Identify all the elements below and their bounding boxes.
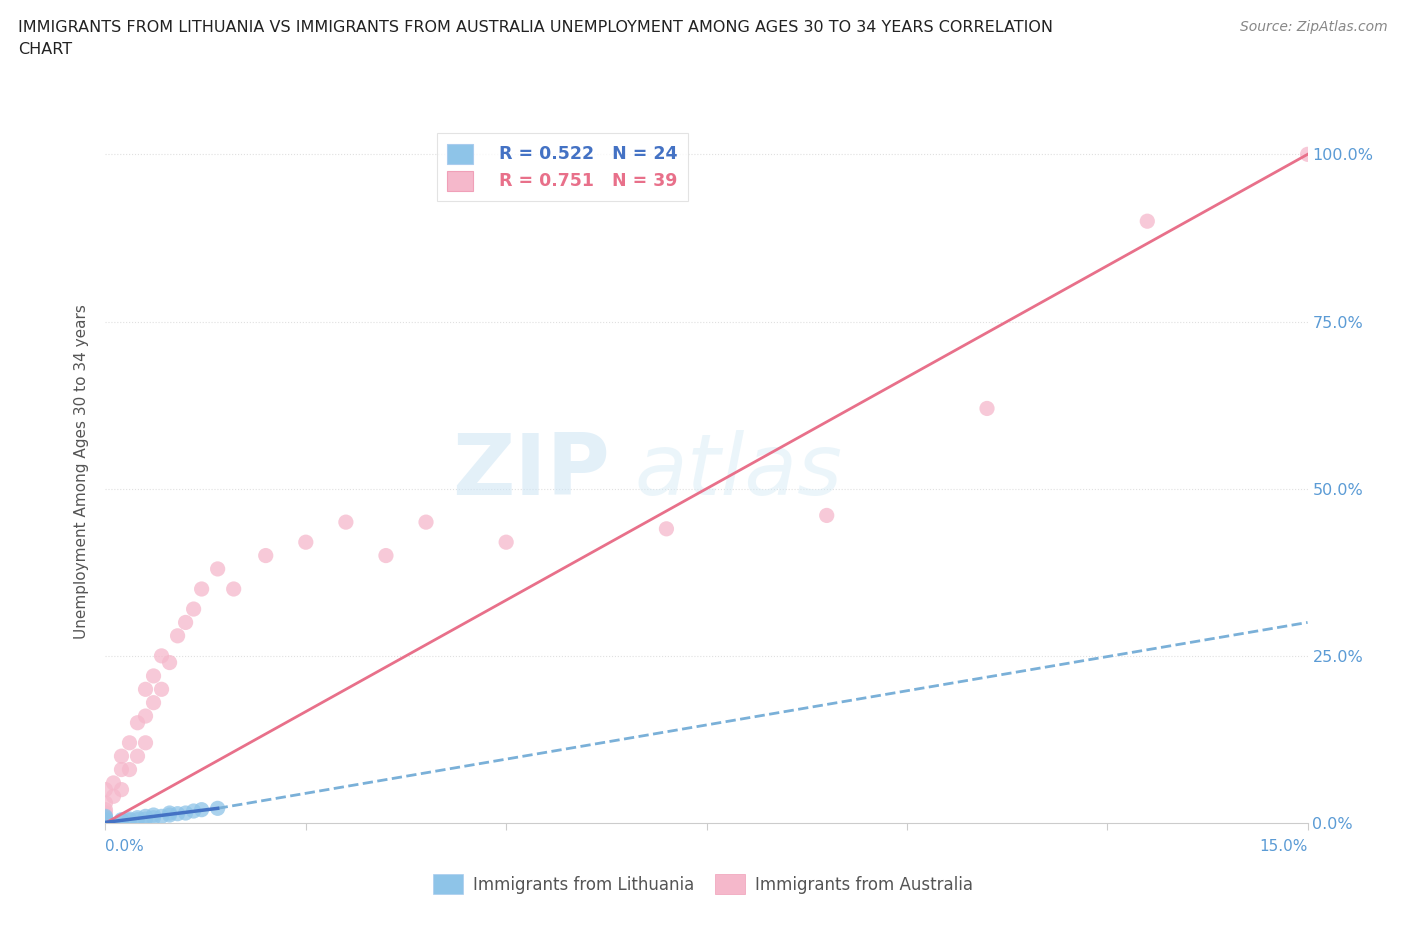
Legend: Immigrants from Lithuania, Immigrants from Australia: Immigrants from Lithuania, Immigrants fr… bbox=[426, 868, 980, 900]
Point bbox=[159, 807, 181, 822]
Point bbox=[94, 810, 117, 825]
Point bbox=[159, 805, 181, 820]
Point bbox=[135, 736, 157, 751]
Point bbox=[374, 548, 398, 563]
Text: atlas: atlas bbox=[634, 431, 842, 513]
Point bbox=[118, 813, 141, 828]
Point bbox=[135, 709, 157, 724]
Point bbox=[135, 809, 157, 824]
Point bbox=[118, 736, 141, 751]
Point bbox=[174, 805, 197, 820]
Point bbox=[94, 782, 117, 797]
Text: 15.0%: 15.0% bbox=[1260, 839, 1308, 854]
Point bbox=[207, 562, 229, 577]
Point bbox=[103, 789, 125, 804]
Point bbox=[94, 812, 117, 827]
Text: IMMIGRANTS FROM LITHUANIA VS IMMIGRANTS FROM AUSTRALIA UNEMPLOYMENT AMONG AGES 3: IMMIGRANTS FROM LITHUANIA VS IMMIGRANTS … bbox=[18, 20, 1053, 35]
Point bbox=[110, 749, 132, 764]
Point bbox=[94, 803, 117, 817]
Point bbox=[118, 762, 141, 777]
Point bbox=[135, 682, 157, 697]
Point bbox=[118, 812, 141, 827]
Point bbox=[183, 602, 205, 617]
Point bbox=[94, 805, 117, 820]
Point bbox=[222, 581, 245, 596]
Point bbox=[127, 810, 149, 825]
Text: 0.0%: 0.0% bbox=[105, 839, 145, 854]
Point bbox=[142, 696, 165, 711]
Point bbox=[110, 782, 132, 797]
Point bbox=[150, 809, 173, 824]
Point bbox=[254, 548, 277, 563]
Point bbox=[495, 535, 517, 550]
Point bbox=[94, 795, 117, 810]
Text: Source: ZipAtlas.com: Source: ZipAtlas.com bbox=[1240, 20, 1388, 34]
Point bbox=[110, 812, 132, 827]
Point bbox=[127, 749, 149, 764]
Point bbox=[127, 812, 149, 827]
Point bbox=[94, 816, 117, 830]
Point bbox=[976, 401, 998, 416]
Point bbox=[110, 762, 132, 777]
Legend:   R = 0.522   N = 24,   R = 0.751   N = 39: R = 0.522 N = 24, R = 0.751 N = 39 bbox=[437, 133, 688, 201]
Text: ZIP: ZIP bbox=[453, 431, 610, 513]
Point bbox=[103, 776, 125, 790]
Point bbox=[655, 522, 678, 537]
Point bbox=[142, 810, 165, 825]
Point bbox=[335, 514, 357, 529]
Point bbox=[135, 812, 157, 827]
Point bbox=[142, 807, 165, 822]
Point bbox=[94, 815, 117, 830]
Point bbox=[1296, 147, 1319, 162]
Point bbox=[150, 682, 173, 697]
Point bbox=[415, 514, 437, 529]
Point bbox=[815, 508, 838, 523]
Point bbox=[183, 804, 205, 818]
Point bbox=[94, 814, 117, 829]
Y-axis label: Unemployment Among Ages 30 to 34 years: Unemployment Among Ages 30 to 34 years bbox=[75, 304, 90, 640]
Point bbox=[190, 581, 212, 596]
Point bbox=[110, 814, 132, 829]
Point bbox=[150, 648, 173, 663]
Point bbox=[159, 655, 181, 670]
Point bbox=[295, 535, 318, 550]
Point bbox=[166, 806, 188, 821]
Point bbox=[127, 715, 149, 730]
Point bbox=[174, 615, 197, 630]
Point bbox=[207, 801, 229, 816]
Point bbox=[142, 669, 165, 684]
Point bbox=[94, 809, 117, 824]
Point bbox=[1136, 214, 1159, 229]
Point bbox=[94, 816, 117, 830]
Point bbox=[190, 803, 212, 817]
Point bbox=[166, 629, 188, 644]
Text: CHART: CHART bbox=[18, 42, 72, 57]
